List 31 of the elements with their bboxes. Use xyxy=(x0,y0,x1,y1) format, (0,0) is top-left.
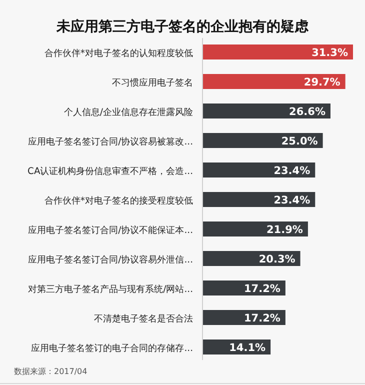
y-tick-label: 合作伙伴*对电子签名的接受程度较低 xyxy=(44,196,193,206)
y-tick-label: 不清楚电子签名是否合法 xyxy=(94,314,193,324)
bar xyxy=(203,162,316,178)
data-label: 25.0% xyxy=(281,136,318,148)
bar xyxy=(203,133,323,148)
bar xyxy=(203,222,308,236)
y-tick-label: 应用电子签名签订合同/协议不能保证本... xyxy=(28,225,193,236)
data-label: 17.2% xyxy=(244,312,281,324)
y-tick-label: CA认证机构身份信息审查不严格，会造... xyxy=(28,166,193,177)
y-tick-label: 对第三方电子签名产品与现有系统/网站... xyxy=(28,284,193,295)
y-tick-label: 合作伙伴*对电子签名的认知程度较低 xyxy=(44,48,193,59)
data-label: 20.3% xyxy=(258,254,296,266)
bar xyxy=(203,74,346,89)
data-label: 14.1% xyxy=(229,342,266,354)
bar xyxy=(203,44,353,60)
bar xyxy=(203,192,316,207)
y-tick-label: 应用电子签名签订的电子合同的存储存... xyxy=(31,343,193,354)
data-label: 17.2% xyxy=(244,283,281,295)
bar xyxy=(203,104,330,118)
chart-title: 未应用第三方电子签名的企业抱有的疑虑 xyxy=(56,18,310,35)
data-label: 31.3% xyxy=(312,47,348,59)
source-note: 数据来源：2017/04 xyxy=(14,367,88,376)
data-label: 23.4% xyxy=(274,165,311,177)
data-label: 26.6% xyxy=(289,106,326,118)
data-label: 21.9% xyxy=(266,224,304,236)
y-tick-label: 应用电子签名签订合同/协议容易外泄信... xyxy=(28,254,193,266)
y-tick-label: 应用电子签名签订合同/协议容易被篡改... xyxy=(28,136,193,148)
data-label: 23.4% xyxy=(274,194,311,206)
data-label: 29.7% xyxy=(304,76,341,88)
y-tick-label: 个人信息/企业信息存在泄露风险 xyxy=(64,107,193,118)
y-tick-label: 不习惯应用电子签名 xyxy=(112,78,193,88)
